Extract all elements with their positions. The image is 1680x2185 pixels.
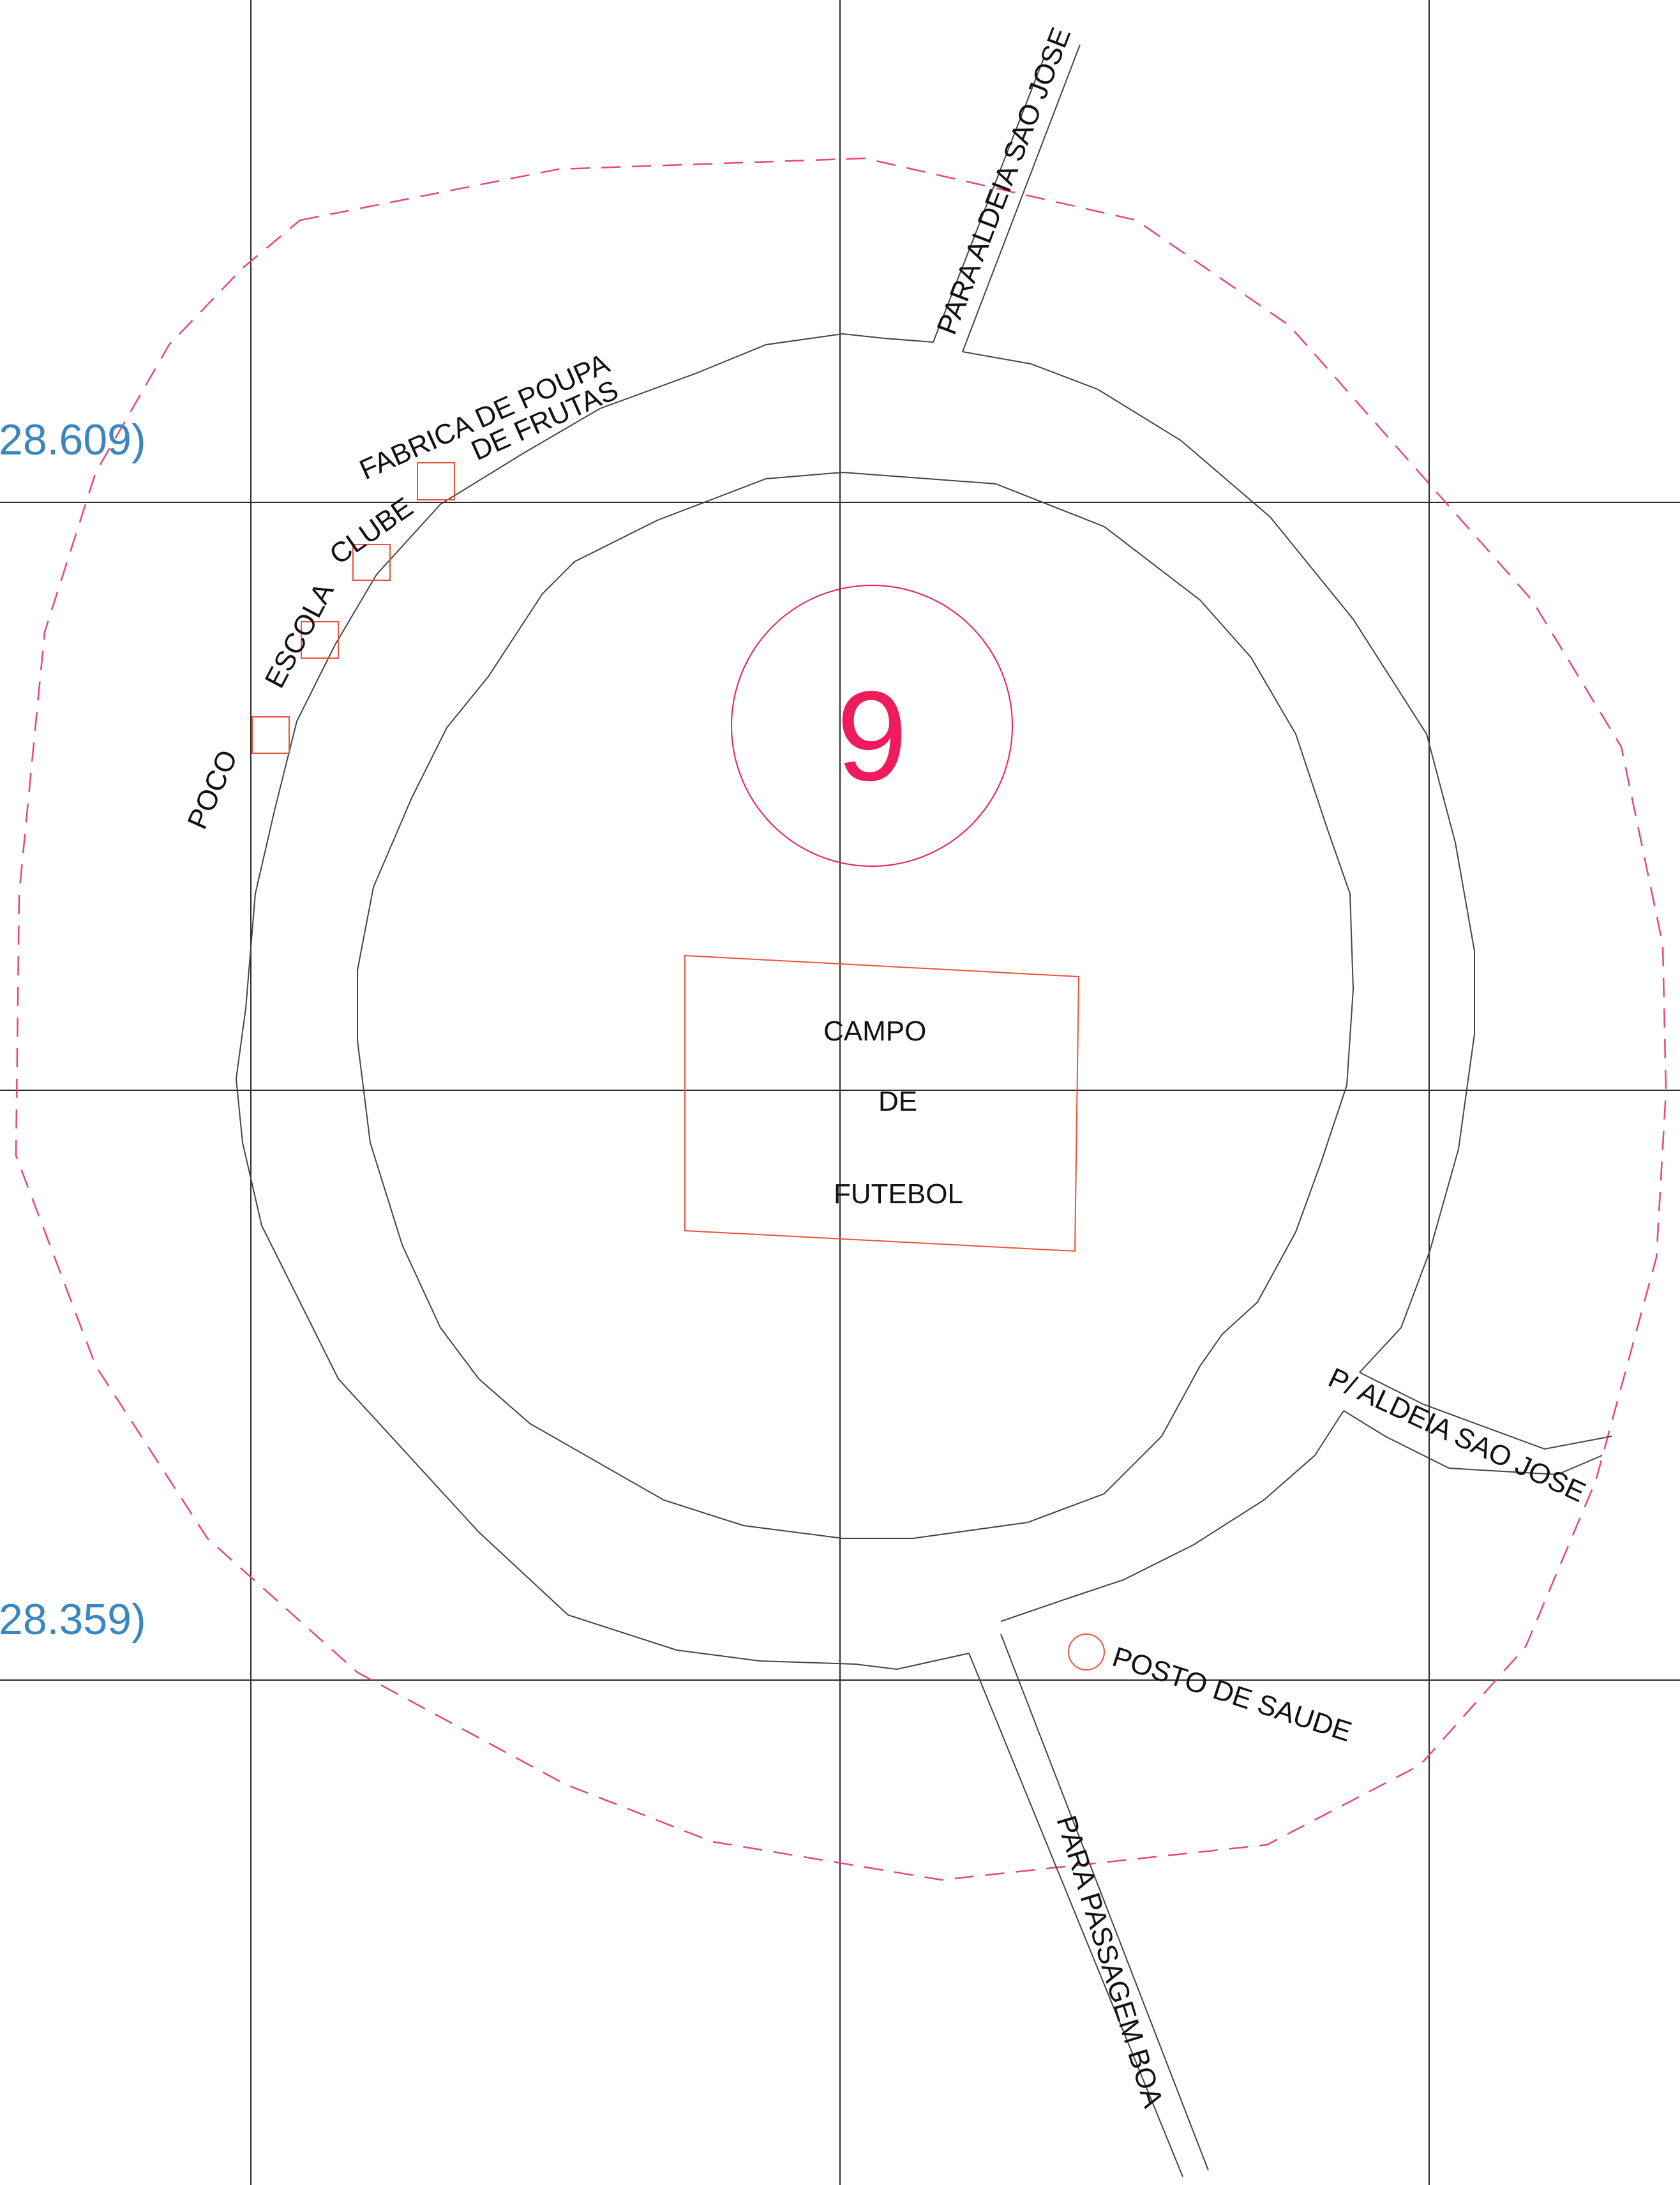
- well-marker: [251, 716, 290, 754]
- road-east-south-edge: [1343, 1410, 1603, 1476]
- well-label: POCO: [181, 746, 243, 834]
- road-north-west-edge: [933, 58, 1044, 343]
- football-field-label-line2: DE: [878, 1086, 917, 1117]
- club-label: CLUBE: [324, 492, 419, 571]
- village-number: 9: [836, 665, 907, 807]
- road-label-north: PARA ALDEIA SAO JOSE: [931, 24, 1077, 339]
- road-south-west-edge: [968, 1653, 1183, 2177]
- coordinate-label-lower: 28.359): [0, 1595, 146, 1644]
- point-features: [251, 462, 1105, 1671]
- school-marker: [301, 621, 339, 659]
- road-north-east-edge: [962, 44, 1081, 352]
- football-field-label-line3: FUTEBOL: [834, 1178, 963, 1210]
- roads: [933, 44, 1612, 2177]
- health-post-marker: [1068, 1633, 1105, 1671]
- village-number-circle: [731, 585, 1013, 867]
- settlement-outer-ring-west: [235, 333, 970, 1671]
- football-field-label-line1: CAMPO: [823, 1016, 926, 1047]
- road-south-east-edge: [1000, 1633, 1209, 2171]
- fruit-pulp-factory-marker: [417, 462, 455, 500]
- village-boundary: [15, 157, 1667, 1881]
- settlement-outer-ring: [962, 351, 1475, 1373]
- road-label-east: P/ ALDEIA SAO JOSE: [1324, 1362, 1590, 1508]
- coordinate-label-upper: 28.609): [0, 416, 146, 464]
- settlement-inner-ring: [357, 471, 1354, 1539]
- health-post-label: POSTO DE SAUDE: [1109, 1641, 1355, 1748]
- school-label: ESCOLA: [259, 577, 340, 693]
- settlement-outer-ring-east: [1000, 1410, 1344, 1622]
- football-field-outline: [684, 954, 1080, 1252]
- club-marker: [352, 544, 391, 581]
- road-east-north-edge: [1359, 1372, 1612, 1450]
